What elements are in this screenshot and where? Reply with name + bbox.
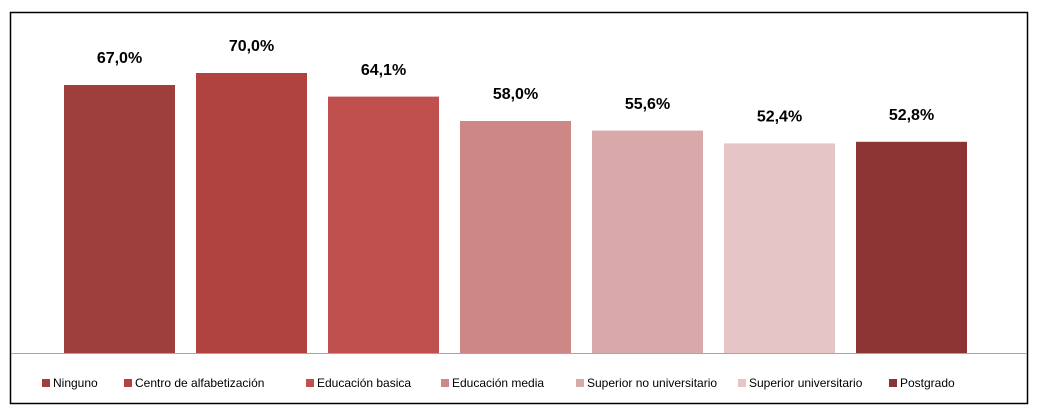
legend-label: Educación media [452,376,544,390]
legend-swatch [889,379,897,387]
legend-label: Superior universitario [749,376,863,390]
legend-label: Ninguno [53,376,98,390]
bar [328,96,439,353]
bar [196,73,307,353]
legend-label: Superior no universitario [587,376,717,390]
legend-swatch [124,379,132,387]
value-label: 70,0% [229,38,274,55]
value-label: 52,4% [757,109,802,126]
bar [592,130,703,353]
legend-swatch [441,379,449,387]
legend-swatch [576,379,584,387]
value-label: 55,6% [625,96,670,113]
legend-label: Centro de alfabetización [135,376,264,390]
value-label: 64,1% [361,62,406,79]
value-label: 67,0% [97,50,142,67]
bar [856,141,967,353]
legend-label: Educación basica [317,376,411,390]
legend-swatch [42,379,50,387]
bar [64,85,175,353]
legend-swatch [738,379,746,387]
legend-label: Postgrado [900,376,955,390]
bar [460,121,571,353]
bar [724,143,835,353]
value-label: 52,8% [889,107,934,124]
legend-swatch [306,379,314,387]
value-label: 58,0% [493,86,538,103]
